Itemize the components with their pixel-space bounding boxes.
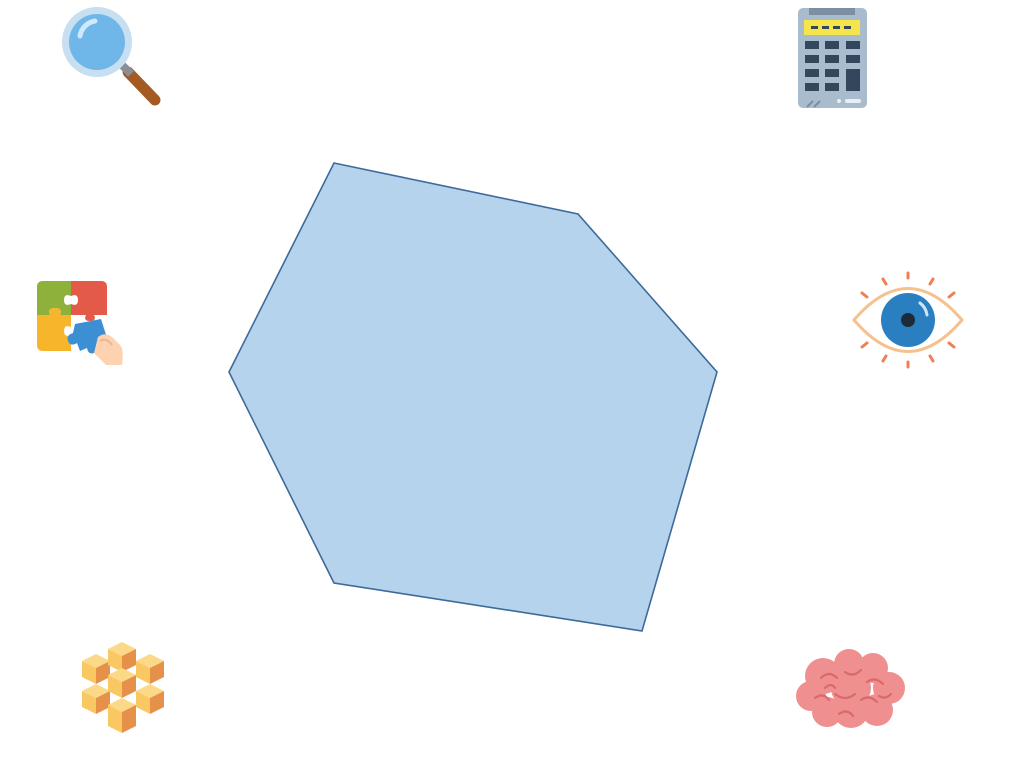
brain-icon	[796, 649, 905, 728]
puzzle-pieces-icon	[37, 281, 123, 365]
cubes-icon	[82, 642, 164, 733]
eye-icon	[852, 271, 964, 369]
magnifying-glass-icon	[62, 7, 161, 106]
calculator-icon	[798, 8, 867, 108]
central-hexagon-shape	[228, 162, 718, 632]
